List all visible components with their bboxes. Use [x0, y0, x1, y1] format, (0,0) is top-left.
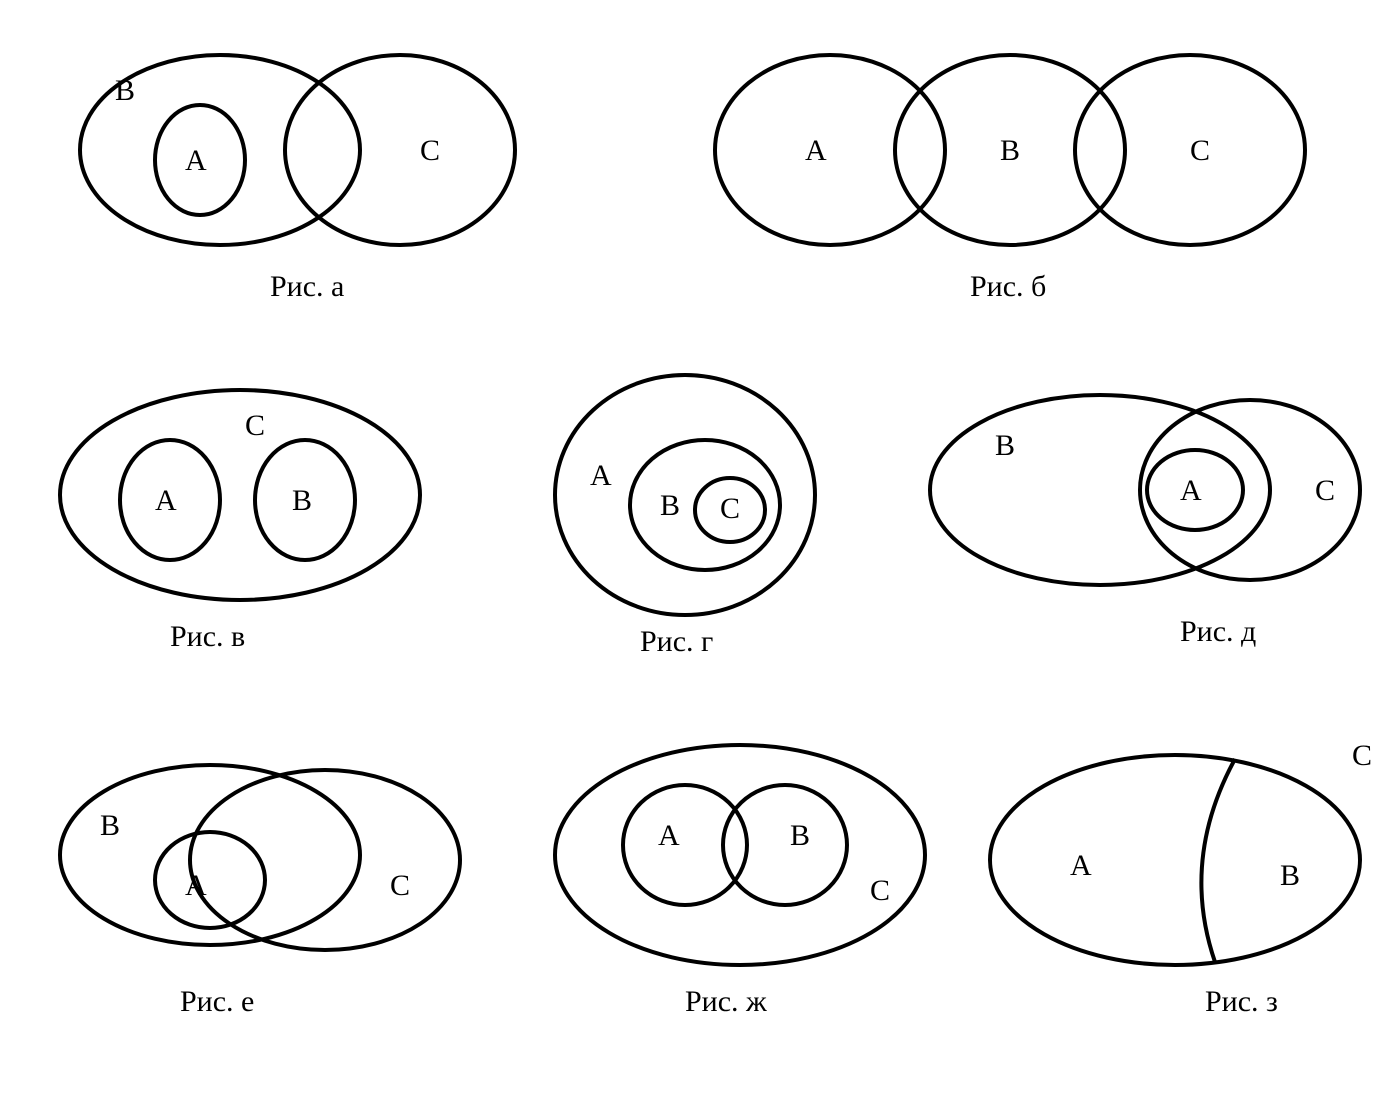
caption-g: Рис. г	[640, 625, 713, 659]
label-b: B	[1000, 134, 1020, 167]
set-b-ellipse	[60, 765, 360, 945]
caption-a: Рис. а	[270, 270, 344, 304]
caption-b: Рис. б	[970, 270, 1046, 304]
venn-zh: A B C	[540, 740, 940, 970]
panel-v: C A B Рис. в	[40, 380, 440, 680]
label-b: B	[660, 489, 680, 522]
venn-b: A B C	[700, 40, 1320, 260]
caption-d: Рис. д	[1180, 615, 1256, 649]
set-c-ellipse	[990, 755, 1360, 965]
label-c: C	[1315, 474, 1335, 507]
caption-zh: Рис. ж	[685, 985, 767, 1019]
label-b: B	[995, 429, 1015, 462]
set-c-ellipse	[555, 745, 925, 965]
label-b: B	[1280, 859, 1300, 892]
label-a: A	[185, 869, 207, 902]
caption-v: Рис. в	[170, 620, 245, 654]
venn-e: B A C	[50, 740, 490, 960]
label-c: C	[720, 492, 740, 525]
label-a: A	[185, 144, 207, 177]
set-a-ellipse	[623, 785, 747, 905]
label-b: B	[790, 819, 810, 852]
label-a: A	[805, 134, 827, 167]
label-c: C	[420, 134, 440, 167]
label-c: C	[390, 869, 410, 902]
label-a: A	[155, 484, 177, 517]
venn-d: B A C	[920, 380, 1380, 600]
caption-e: Рис. е	[180, 985, 254, 1019]
panel-a: B A C Рис. а	[60, 40, 540, 320]
panel-zh: A B C Рис. ж	[540, 740, 940, 1040]
label-a: A	[1180, 474, 1202, 507]
caption-z: Рис. з	[1205, 985, 1278, 1019]
set-b-ellipse	[930, 395, 1270, 585]
set-b-ellipse	[723, 785, 847, 905]
venn-a: B A C	[60, 40, 540, 260]
label-c: C	[1352, 739, 1372, 772]
label-a: A	[590, 459, 612, 492]
label-c: C	[245, 409, 265, 442]
set-a-ellipse	[715, 55, 945, 245]
panel-d: B A C Рис. д	[920, 380, 1380, 680]
venn-g: A B C	[520, 370, 850, 620]
divider-arc	[1201, 759, 1235, 962]
label-b: B	[115, 74, 135, 107]
label-a: A	[658, 819, 680, 852]
label-c: C	[870, 874, 890, 907]
diagram-page: B A C Рис. а A B C Рис. б C A B Рис. в	[0, 0, 1396, 1107]
panel-b: A B C Рис. б	[700, 40, 1320, 320]
set-c-ellipse	[60, 390, 420, 600]
label-c: C	[1190, 134, 1210, 167]
panel-e: B A C Рис. е	[50, 740, 490, 1040]
label-b: B	[292, 484, 312, 517]
panel-g: A B C Рис. г	[520, 370, 850, 680]
set-c-ellipse	[285, 55, 515, 245]
venn-z: C A B	[980, 730, 1390, 970]
set-b-ellipse	[630, 440, 780, 570]
set-a-ellipse	[555, 375, 815, 615]
label-b: B	[100, 809, 120, 842]
set-a-ellipse	[155, 832, 265, 928]
panel-z: C A B Рис. з	[980, 730, 1390, 1040]
label-a: A	[1070, 849, 1092, 882]
venn-v: C A B	[40, 380, 440, 610]
